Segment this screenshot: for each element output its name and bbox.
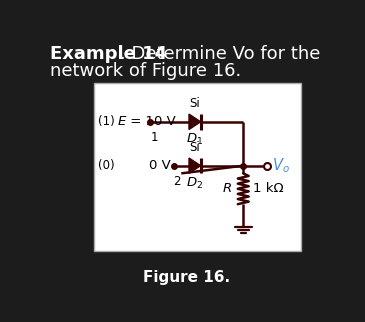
Text: (0): (0) <box>98 159 115 172</box>
Polygon shape <box>189 114 201 129</box>
Text: Si: Si <box>189 141 200 154</box>
Text: . Determine Vo for the: . Determine Vo for the <box>120 45 320 63</box>
Text: $D_2$: $D_2$ <box>186 176 203 191</box>
Text: $E$: $E$ <box>117 115 127 128</box>
Text: Example 14: Example 14 <box>50 45 167 63</box>
FancyBboxPatch shape <box>94 83 301 251</box>
Text: = 10 V: = 10 V <box>126 115 176 128</box>
Text: 0 V: 0 V <box>150 159 171 172</box>
Text: $V_o$: $V_o$ <box>272 156 290 175</box>
Polygon shape <box>189 158 201 173</box>
Text: 2: 2 <box>174 175 181 188</box>
Text: Figure 16.: Figure 16. <box>143 270 230 285</box>
Text: 1: 1 <box>150 131 158 144</box>
Text: $D_1$: $D_1$ <box>186 132 203 147</box>
Text: 1 kΩ: 1 kΩ <box>253 182 283 195</box>
Text: (1): (1) <box>98 115 119 128</box>
Text: $R$: $R$ <box>222 182 233 195</box>
Text: Si: Si <box>189 97 200 110</box>
Text: network of Figure 16.: network of Figure 16. <box>50 62 241 80</box>
